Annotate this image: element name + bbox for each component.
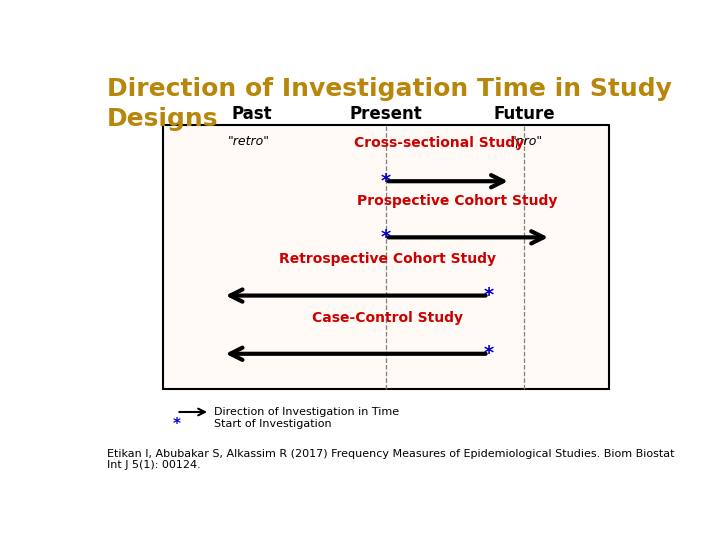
Text: Etikan I, Abubakar S, Alkassim R (2017) Frequency Measures of Epidemiological St: Etikan I, Abubakar S, Alkassim R (2017) … (107, 449, 674, 470)
Text: Past: Past (232, 105, 272, 123)
Text: Direction of Investigation Time in Study
Designs: Direction of Investigation Time in Study… (107, 77, 672, 131)
Text: Prospective Cohort Study: Prospective Cohort Study (357, 194, 557, 208)
Text: *: * (173, 417, 181, 432)
Bar (163, 125, 609, 389)
Text: *: * (381, 228, 391, 247)
Text: "pro": "pro" (511, 136, 543, 148)
Text: Future: Future (493, 105, 555, 123)
Text: *: * (483, 345, 493, 363)
Text: Direction of Investigation in Time: Direction of Investigation in Time (215, 407, 400, 417)
Text: Case-Control Study: Case-Control Study (312, 310, 464, 325)
Text: "retro": "retro" (228, 136, 270, 148)
Text: *: * (381, 172, 391, 191)
Text: Start of Investigation: Start of Investigation (215, 420, 332, 429)
Text: Retrospective Cohort Study: Retrospective Cohort Study (279, 253, 497, 266)
Text: *: * (483, 286, 493, 305)
Text: Present: Present (349, 105, 422, 123)
Text: Cross-sectional Study: Cross-sectional Study (354, 136, 524, 150)
